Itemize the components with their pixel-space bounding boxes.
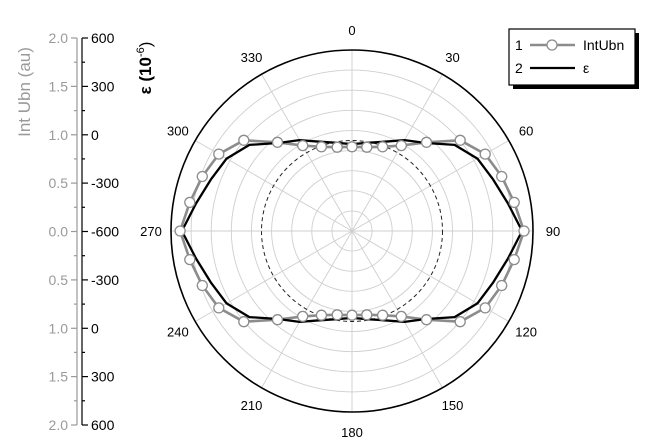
series-intubn-point-20 xyxy=(376,141,389,153)
angle-label-180: 180 xyxy=(341,425,363,440)
legend-index-1: 1 xyxy=(515,37,523,53)
left-axis-tick-label: 2.0 xyxy=(49,417,69,433)
series-layer xyxy=(174,134,530,328)
series-intubn-point-250 xyxy=(196,279,208,292)
left-axis-tick-label: 0.5 xyxy=(49,272,69,288)
left-axis-tick-label: 1.0 xyxy=(49,127,69,143)
reference-circle xyxy=(261,140,443,322)
series-intubn-point-340 xyxy=(315,141,328,153)
series-intubn-point-180 xyxy=(346,309,358,321)
series-intubn-point-190 xyxy=(331,309,343,321)
polar-grid xyxy=(170,49,534,413)
series-intubn-point-100 xyxy=(508,253,520,266)
series-intubn-point-170 xyxy=(361,309,373,321)
left-axis-tick-label: 1.5 xyxy=(49,78,69,94)
series-intubn-point-120 xyxy=(479,302,491,314)
series-intubn-point-260 xyxy=(184,253,196,266)
right-axis-tick-label: 600 xyxy=(91,417,115,433)
angle-label-90: 90 xyxy=(546,224,560,239)
angle-label-300: 300 xyxy=(167,124,189,139)
series-intubn-point-160 xyxy=(376,309,389,321)
series-intubn-point-30 xyxy=(395,139,407,152)
legend-index-2: 2 xyxy=(515,60,523,76)
series-intubn-point-10 xyxy=(361,141,373,153)
right-axis-tick-label: 0 xyxy=(91,320,99,336)
series-intubn-point-220 xyxy=(271,314,284,326)
angle-label-60: 60 xyxy=(519,124,533,139)
series-intubn-point-80 xyxy=(508,196,520,209)
left-axis-tick-label: 2.0 xyxy=(49,30,69,46)
series-intubn-point-40 xyxy=(420,136,433,148)
series-intubn-point-90 xyxy=(518,225,530,237)
series-intubn-point-310 xyxy=(238,134,250,146)
series-intubn-point-290 xyxy=(196,170,208,183)
series-intubn-point-60 xyxy=(479,148,491,160)
angle-label-270: 270 xyxy=(140,224,162,239)
left-axis-tick-label: 1.0 xyxy=(49,320,69,336)
series-intubn-point-200 xyxy=(315,309,328,321)
angle-label-0: 0 xyxy=(348,23,355,38)
legend-box xyxy=(508,28,636,86)
right-axis-tick-label: 300 xyxy=(91,369,115,385)
angle-label-240: 240 xyxy=(167,325,189,340)
left-axis: 2.0 1.5 1.0 0.5 0.0 0.5 1.0 1.5 2.0 xyxy=(49,30,78,433)
series-intubn-point-210 xyxy=(297,310,309,323)
legend-label-1: IntUbn xyxy=(583,37,624,53)
angle-spoke-30 xyxy=(351,74,443,232)
left-axis-tick-label: 0.5 xyxy=(49,175,69,191)
series-intubn-point-350 xyxy=(331,141,343,153)
series-intubn-point-240 xyxy=(213,302,225,314)
outer-circle xyxy=(170,49,534,413)
series-intubn-point-230 xyxy=(238,316,250,328)
legend: 1 IntUbn 2 ε xyxy=(508,28,639,89)
legend-label-2: ε xyxy=(583,60,589,76)
series-intubn-point-140 xyxy=(420,314,433,326)
series-intubn-point-110 xyxy=(496,279,508,292)
right-axis-title-exponent: -6 xyxy=(135,47,147,57)
left-axis-title: Int Ubn (au) xyxy=(15,47,34,137)
left-axis-tick-label: 1.5 xyxy=(49,369,69,385)
right-axis-title-prefix: ε (10 xyxy=(136,57,155,94)
series-intubn-point-130 xyxy=(454,316,466,328)
series-intubn-point-320 xyxy=(271,136,284,148)
series-intubn-point-150 xyxy=(395,310,407,323)
right-axis-tick-label: 0 xyxy=(91,127,99,143)
series-intubn-point-270 xyxy=(174,225,186,237)
right-axis-tick-label: -600 xyxy=(91,224,119,240)
right-axis-tick-label: 600 xyxy=(91,30,115,46)
right-axis-tick-label: -300 xyxy=(91,175,119,191)
angle-label-120: 120 xyxy=(515,325,537,340)
angle-label-210: 210 xyxy=(241,398,263,413)
series-intubn-point-0 xyxy=(346,141,358,153)
right-axis-title-suffix: ) xyxy=(136,42,155,48)
series-intubn-point-280 xyxy=(184,196,196,209)
right-axis-tick-label: -300 xyxy=(91,272,119,288)
series-intubn-point-300 xyxy=(213,148,225,160)
right-axis-tick-label: 300 xyxy=(91,78,115,94)
series-intubn-point-50 xyxy=(454,134,466,146)
angle-tick-labels: 0 30 60 90 120 150 180 210 240 270 300 330 xyxy=(140,23,560,440)
angle-label-330: 330 xyxy=(241,50,263,65)
left-axis-tick-label: 0.0 xyxy=(49,224,69,240)
right-axis-title: ε (10-6) xyxy=(135,42,155,95)
angle-label-30: 30 xyxy=(445,50,459,65)
angle-label-150: 150 xyxy=(442,398,464,413)
right-axis: 600 300 0 -300 -600 -300 0 300 600 xyxy=(81,30,119,433)
series-intubn-point-330 xyxy=(297,139,309,152)
legend-swatch-marker-1 xyxy=(546,39,558,51)
series-intubn-point-70 xyxy=(496,170,508,183)
